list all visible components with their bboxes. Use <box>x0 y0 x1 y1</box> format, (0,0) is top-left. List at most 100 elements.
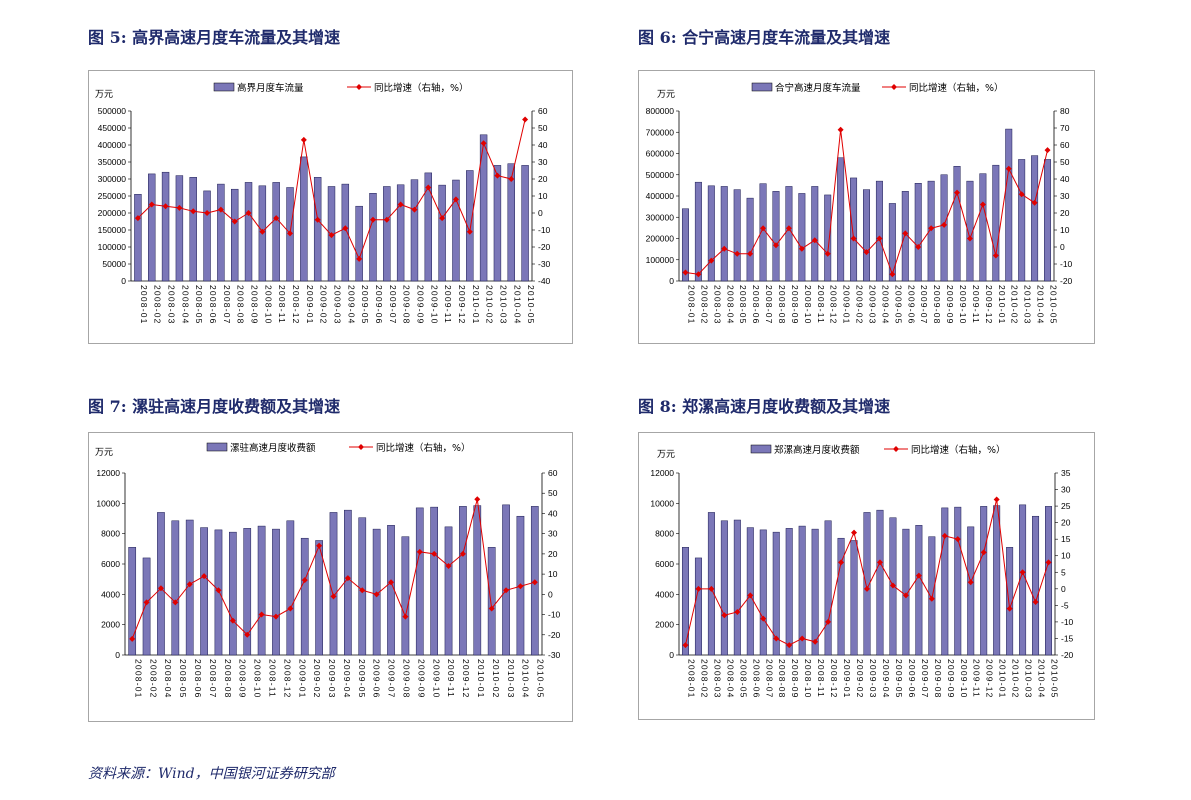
growth-point <box>967 579 974 586</box>
x-tick-label: 2010-03 <box>498 285 508 325</box>
y-tick-label: 8000 <box>101 529 120 539</box>
growth-point <box>772 242 779 249</box>
growth-point <box>272 613 279 620</box>
growth-point <box>245 210 252 216</box>
x-tick-label: 2010-05 <box>536 659 546 699</box>
growth-point <box>1032 599 1039 606</box>
x-tick-label: 2009-01 <box>297 659 307 699</box>
x-tick-label: 2010-02 <box>485 285 495 325</box>
bar <box>134 194 142 282</box>
y2-tick-label: -5 <box>1061 600 1069 610</box>
x-tick-label: 2009-07 <box>387 659 397 699</box>
y-tick-label: 500000 <box>98 106 127 116</box>
growth-point <box>954 536 961 543</box>
growth-point <box>383 216 390 223</box>
x-tick-label: 2009-12 <box>457 285 467 325</box>
legend-bar-swatch <box>750 444 772 454</box>
bar <box>798 525 806 656</box>
growth-point <box>129 635 136 642</box>
bar <box>383 186 391 282</box>
x-tick-label: 2009-10 <box>958 285 968 325</box>
x-tick-label: 2008-05 <box>194 285 204 325</box>
legend-bar-swatch <box>751 82 773 92</box>
y-tick-label: 700000 <box>646 127 675 137</box>
bar <box>1031 155 1039 282</box>
growth-point <box>695 271 702 278</box>
growth-point <box>993 496 1000 503</box>
bar <box>914 183 922 282</box>
y2-tick-label: 30 <box>548 529 558 539</box>
bar <box>707 185 715 282</box>
growth-point <box>902 230 909 237</box>
growth-point <box>162 203 169 210</box>
growth-point <box>824 250 831 257</box>
x-tick-label: 2008-07 <box>208 659 218 699</box>
x-tick-label: 2009-12 <box>985 659 995 699</box>
bar <box>824 520 832 656</box>
growth-point <box>850 235 857 242</box>
growth-point <box>734 608 741 615</box>
growth-point <box>760 615 767 622</box>
x-tick-label: 2008-07 <box>764 285 774 325</box>
x-tick-label: 2008-10 <box>803 659 813 699</box>
y2-tick-label: 20 <box>1061 518 1071 528</box>
y2-tick-label: 0 <box>538 208 543 218</box>
bar <box>128 547 137 656</box>
growth-point <box>508 176 515 182</box>
growth-point <box>682 269 689 276</box>
x-tick-label: 2009-10 <box>431 659 441 699</box>
x-tick-label: 2010-01 <box>998 659 1008 699</box>
growth-point <box>812 638 819 645</box>
growth-point <box>747 250 754 257</box>
x-tick-label: 2008-09 <box>250 285 260 325</box>
x-tick-label: 2010-02 <box>491 659 501 699</box>
x-tick-label: 2008-08 <box>223 659 233 699</box>
y2-tick-label: 10 <box>538 191 548 201</box>
growth-point <box>494 172 501 179</box>
growth-point <box>992 252 999 259</box>
x-tick-label: 2009-12 <box>461 659 471 699</box>
bar <box>902 528 910 656</box>
bar <box>521 165 529 282</box>
growth-point <box>682 642 689 649</box>
x-tick-label: 2008-01 <box>139 285 149 325</box>
x-tick-label: 2010-05 <box>1049 285 1059 325</box>
y-tick-label: 2000 <box>101 620 120 630</box>
bar <box>358 517 367 656</box>
y-unit-label: 万元 <box>657 90 675 100</box>
x-tick-label: 2008-06 <box>751 659 761 699</box>
growth-point <box>369 216 376 223</box>
growth-point <box>259 228 266 235</box>
growth-point <box>980 549 987 556</box>
y2-tick-label: 10 <box>548 569 558 579</box>
growth-point <box>488 605 495 612</box>
growth-point <box>721 245 728 252</box>
growth-point <box>172 599 179 606</box>
x-tick-label: 2009-12 <box>984 285 994 325</box>
bar <box>953 166 961 282</box>
x-tick-label: 2010-05 <box>1050 659 1060 699</box>
x-tick-label: 2009-07 <box>388 285 398 325</box>
legend-line-label: 同比增速（右轴，%） <box>374 82 469 94</box>
growth-point <box>851 529 858 536</box>
x-tick-label: 2009-08 <box>932 285 942 325</box>
growth-point <box>330 593 337 600</box>
y-tick-label: 250000 <box>98 191 127 201</box>
bar <box>466 170 474 282</box>
x-tick-label: 2009-08 <box>402 285 412 325</box>
y2-tick-label: 50 <box>1060 157 1070 167</box>
y2-tick-label: 40 <box>1060 174 1070 184</box>
x-tick-label: 2008-01 <box>686 285 696 325</box>
y-tick-label: 100000 <box>646 255 675 265</box>
growth-point <box>388 579 395 586</box>
x-tick-label: 2008-02 <box>148 659 158 699</box>
growth-point <box>876 235 883 242</box>
x-tick-label: 2010-01 <box>476 659 486 699</box>
chart-title-8: 图 8: 郑漯高速月度收费额及其增速 <box>638 397 891 416</box>
growth-point <box>979 201 986 208</box>
growth-point <box>148 201 155 208</box>
growth-point <box>864 585 870 592</box>
x-tick-label: 2009-02 <box>855 285 865 325</box>
x-tick-label: 2009-06 <box>907 659 917 699</box>
growth-point <box>273 215 280 222</box>
